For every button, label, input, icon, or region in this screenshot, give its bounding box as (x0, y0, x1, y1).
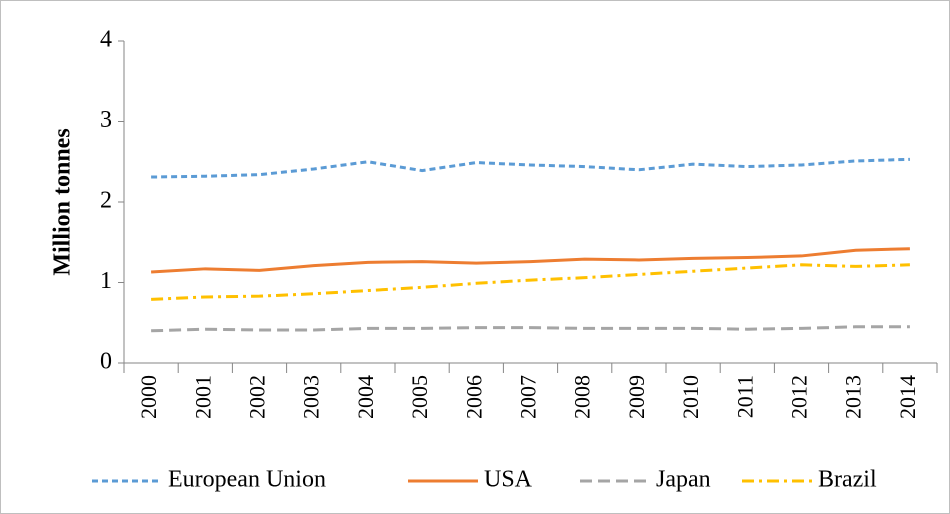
series-line (151, 263, 910, 301)
y-tick-label: 0 (100, 349, 112, 375)
x-tick-label: 2008 (570, 375, 595, 419)
series-line (151, 325, 910, 333)
x-tick-label: 2001 (190, 375, 215, 419)
x-tick-label: 2003 (299, 375, 324, 419)
x-tick-label: 2014 (895, 375, 920, 419)
y-axis-label: Million tonnes (50, 128, 76, 275)
y-tick-label: 4 (100, 27, 112, 53)
x-tick-label: 2004 (353, 375, 378, 419)
x-tick-label: 2000 (136, 375, 161, 419)
x-tick-label: 2006 (461, 375, 486, 419)
x-tick-label: 2009 (624, 375, 649, 419)
legend-label: Brazil (818, 467, 877, 493)
y-tick-label: 2 (100, 188, 112, 214)
legend-label: European Union (168, 467, 326, 493)
x-tick-label: 2013 (841, 375, 866, 419)
x-tick-label: 2012 (787, 375, 812, 419)
x-tick-label: 2002 (245, 375, 270, 419)
legend-label: USA (484, 467, 533, 493)
series-line (151, 157, 910, 179)
x-tick-label: 2010 (678, 375, 703, 419)
x-tick-label: 2007 (516, 375, 541, 419)
x-tick-label: 2005 (407, 375, 432, 419)
series-line (151, 247, 910, 274)
x-tick-label: 2011 (732, 375, 757, 418)
legend-label: Japan (656, 467, 711, 493)
y-tick-label: 1 (100, 268, 112, 294)
y-tick-label: 3 (100, 107, 112, 133)
